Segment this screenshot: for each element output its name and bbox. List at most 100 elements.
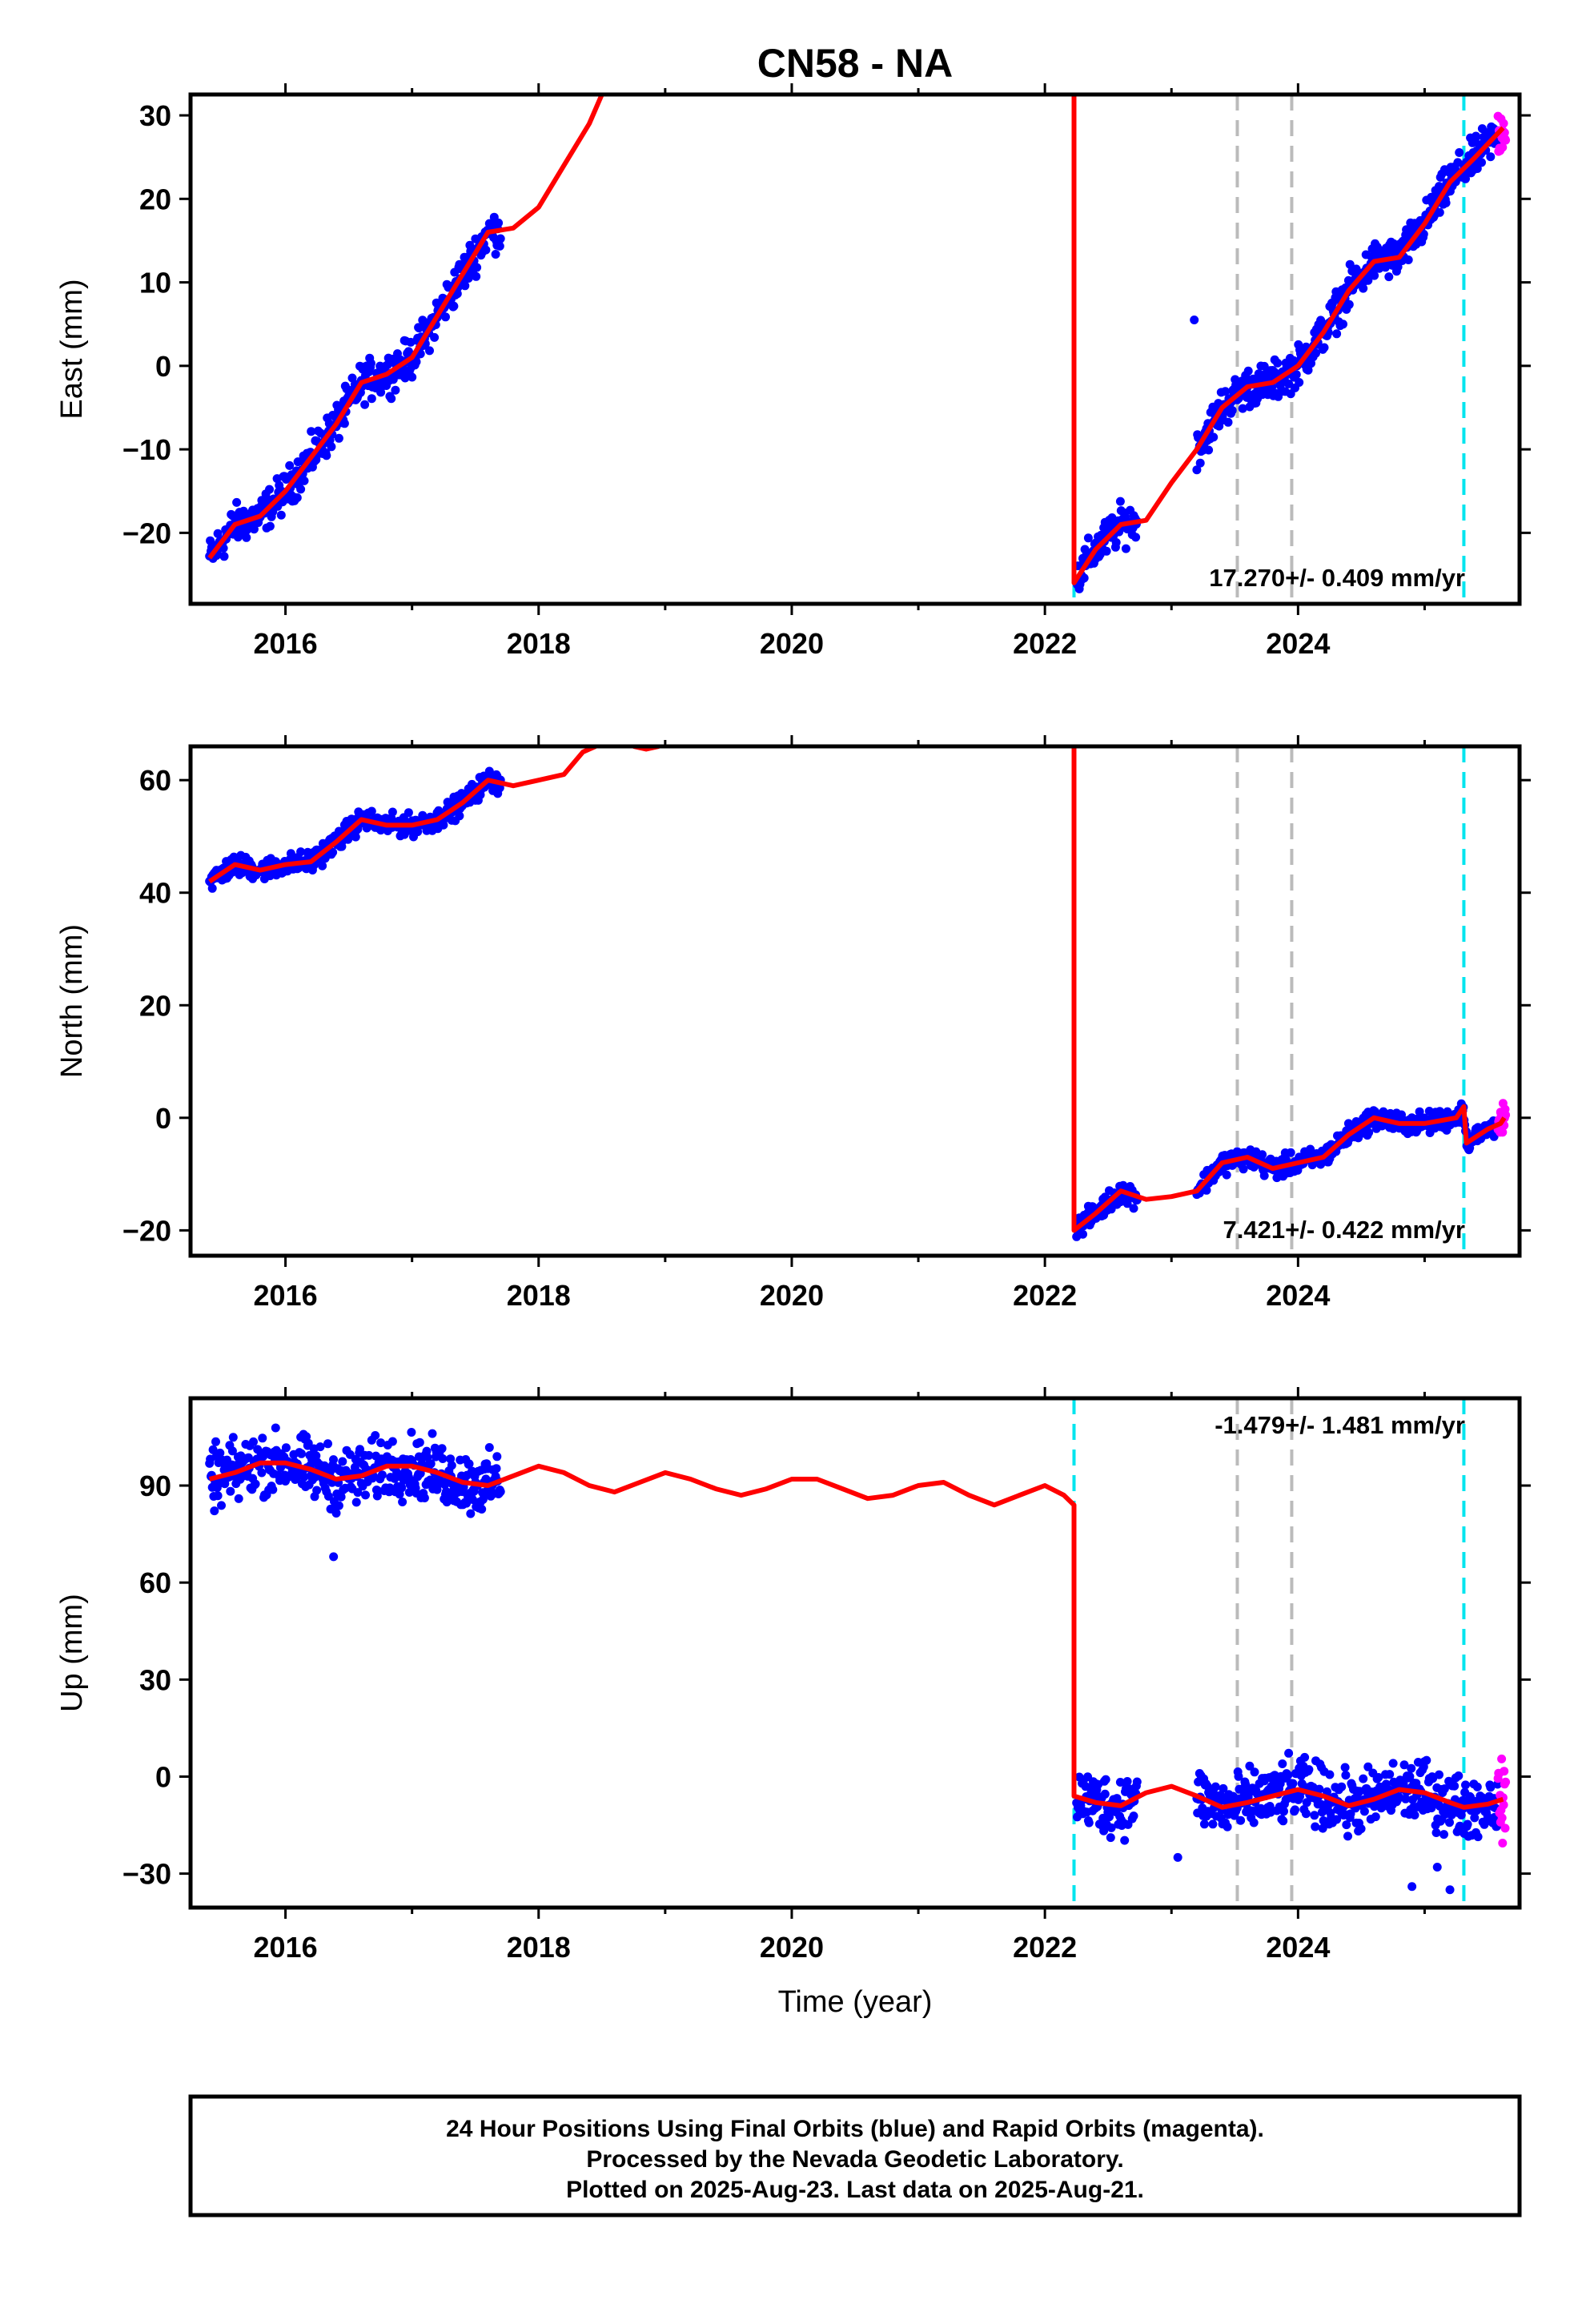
up-velocity-label: -1.479+/- 1.481 mm/yr: [1215, 1411, 1465, 1439]
up-point: [1342, 1820, 1351, 1830]
up-point: [1288, 1779, 1298, 1788]
up-point: [334, 1501, 343, 1510]
east-point: [1204, 445, 1214, 455]
up-point: [464, 1459, 474, 1469]
east-rapid-point: [1498, 143, 1508, 152]
north-y-tick-label: −20: [122, 1214, 171, 1247]
up-rapid-orbit-points: [1493, 1754, 1511, 1848]
up-x-tick-label: 2024: [1266, 1931, 1330, 1964]
up-point: [1318, 1823, 1327, 1833]
east-point: [1319, 343, 1329, 352]
north-point: [387, 807, 397, 817]
up-point: [492, 1464, 501, 1474]
north-point: [367, 806, 376, 816]
east-y-tick-label: −20: [122, 517, 171, 549]
up-point: [226, 1486, 235, 1496]
up-outlier-point: [1173, 1852, 1182, 1862]
up-point: [258, 1433, 267, 1443]
east-point: [1339, 320, 1347, 329]
up-point: [1129, 1811, 1138, 1821]
east-point: [464, 274, 473, 283]
chart-title: CN58 - NA: [757, 41, 953, 86]
north-final-orbit-points: [205, 766, 1502, 1241]
up-point: [428, 1429, 437, 1438]
north-point: [1239, 1164, 1248, 1174]
up-point: [351, 1498, 361, 1507]
up-point: [329, 1455, 338, 1465]
north-x-tick-label: 2016: [254, 1279, 318, 1312]
up-point: [432, 1485, 442, 1494]
up-outlier-point: [1432, 1863, 1442, 1872]
east-point: [1486, 152, 1496, 162]
up-point: [447, 1461, 456, 1470]
up-point: [1315, 1784, 1324, 1794]
up-point: [1470, 1813, 1480, 1823]
up-point: [437, 1444, 447, 1454]
up-point: [1410, 1811, 1419, 1819]
up-point: [1120, 1835, 1130, 1845]
up-point: [387, 1437, 397, 1446]
up-point: [1388, 1759, 1398, 1768]
up-point: [228, 1433, 238, 1442]
up-point: [251, 1479, 260, 1489]
up-point: [1115, 1778, 1125, 1787]
up-point: [353, 1488, 363, 1498]
east-point: [1477, 158, 1486, 167]
up-point: [1283, 1771, 1293, 1780]
up-rapid-point: [1499, 1800, 1508, 1810]
east-point: [1311, 348, 1320, 358]
east-frame: [188, 92, 1522, 606]
east-point: [452, 289, 462, 299]
up-outlier-point: [1445, 1885, 1455, 1895]
up-point: [1099, 1826, 1109, 1835]
east-rapid-orbit-points: [1493, 111, 1511, 156]
east-point: [285, 460, 295, 470]
east-point: [412, 357, 421, 367]
east-point: [1461, 174, 1470, 183]
up-point: [1435, 1770, 1443, 1779]
up-point: [297, 1449, 306, 1458]
up-point: [1279, 1816, 1288, 1826]
north-point: [296, 847, 306, 857]
up-point: [376, 1438, 386, 1448]
up-point: [271, 1423, 280, 1433]
up-point: [1439, 1830, 1448, 1839]
north-point: [351, 832, 360, 842]
east-y-tick-label: −10: [122, 433, 171, 466]
up-point: [1311, 1822, 1320, 1831]
footer-line-3: Plotted on 2025-Aug-23. Last data on 202…: [566, 2177, 1144, 2203]
up-point: [1422, 1755, 1431, 1765]
east-point: [322, 451, 331, 460]
up-point: [1401, 1794, 1411, 1803]
east-point: [219, 552, 229, 561]
up-point: [257, 1468, 267, 1478]
east-point: [1295, 378, 1304, 387]
up-point: [1454, 1771, 1464, 1780]
up-x-tick-label: 2020: [760, 1931, 824, 1964]
up-point: [1106, 1833, 1115, 1843]
up-point: [1456, 1821, 1464, 1831]
up-point: [249, 1437, 258, 1446]
up-point: [1472, 1782, 1482, 1791]
x-axis-label: Time (year): [778, 1985, 933, 2019]
up-point: [1407, 1763, 1416, 1773]
up-point: [331, 1509, 341, 1518]
east-x-tick-label: 2022: [1013, 627, 1077, 660]
east-point: [408, 372, 417, 382]
east-point: [1238, 404, 1247, 413]
up-y-tick-label: 60: [139, 1566, 171, 1599]
east-point: [1453, 158, 1463, 167]
up-point: [213, 1491, 223, 1501]
east-point: [1344, 300, 1354, 309]
up-point: [1463, 1819, 1472, 1829]
east-point: [472, 271, 481, 281]
north-point: [1286, 1148, 1295, 1157]
up-point: [1450, 1781, 1460, 1791]
up-point: [323, 1491, 333, 1501]
up-point: [210, 1506, 219, 1516]
up-point: [227, 1446, 237, 1456]
up-point: [1279, 1807, 1288, 1816]
up-point: [477, 1505, 487, 1514]
east-point: [441, 312, 450, 322]
up-point: [1371, 1812, 1380, 1822]
